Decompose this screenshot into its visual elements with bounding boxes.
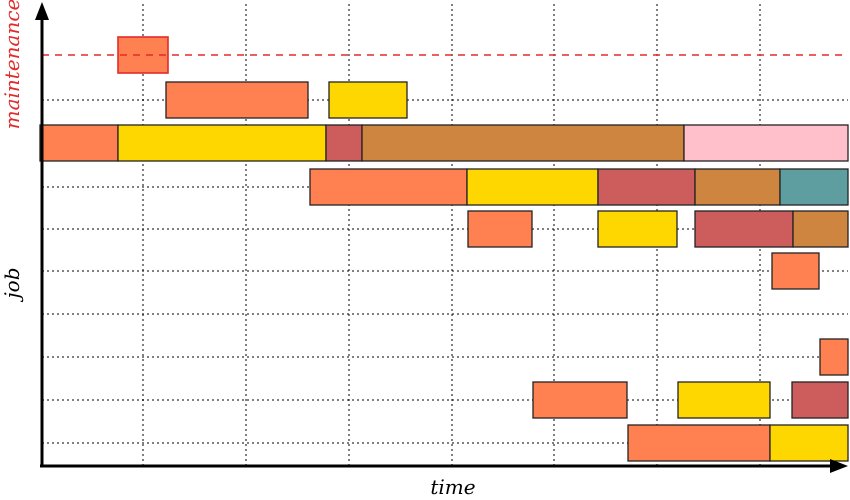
job-task-bar — [597, 210, 678, 248]
job-task-bar — [792, 210, 849, 248]
job-task-bar — [683, 124, 849, 162]
job-task-bar — [771, 252, 820, 290]
y-axis-arrow-icon — [35, 2, 49, 20]
job-task-bar — [532, 381, 628, 419]
job-task-bar — [325, 124, 363, 162]
job-task-bar — [694, 168, 781, 206]
job-task-bar — [165, 81, 309, 119]
y-axis-label: job — [0, 267, 24, 302]
x-axis-arrow-icon — [830, 459, 848, 473]
job-task-bar — [117, 124, 327, 162]
job-task-bar — [309, 168, 468, 206]
job-task-bar — [466, 168, 599, 206]
job-task-bar — [677, 381, 771, 419]
task-bars — [39, 36, 849, 462]
maintenance-label: maintenance — [0, 0, 24, 129]
job-task-bar — [597, 168, 696, 206]
job-task-bar — [791, 381, 849, 419]
job-task-bar — [328, 81, 408, 119]
job-task-bar — [467, 210, 533, 248]
job-task-bar — [39, 124, 119, 162]
job-task-bar — [779, 168, 849, 206]
job-task-bar — [819, 338, 849, 376]
job-task-bar — [694, 210, 794, 248]
x-axis-label: time — [430, 475, 475, 499]
job-task-bar — [769, 424, 849, 462]
job-task-bar — [361, 124, 685, 162]
axes — [35, 2, 848, 473]
job-task-bar — [627, 424, 771, 462]
